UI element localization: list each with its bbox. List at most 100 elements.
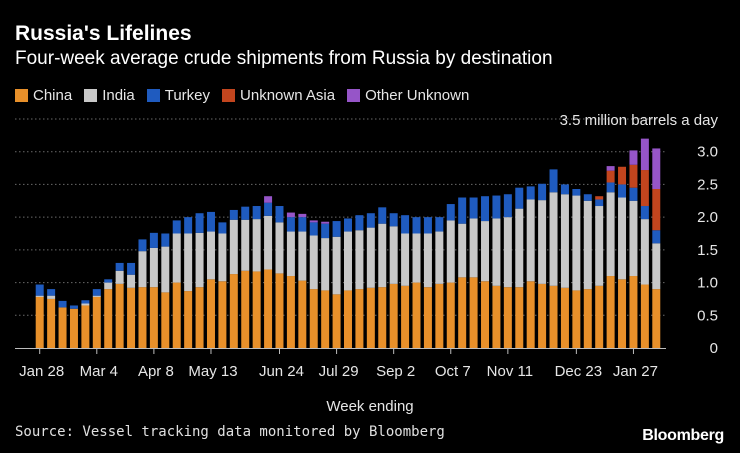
bar-segment-turkey [606,182,615,193]
bar-segment-china [184,291,193,348]
y-tick-label: 0 [710,340,718,357]
bar-segment-india [652,243,661,290]
bar-segment-china [252,271,261,348]
bar-segment-turkey [401,215,410,234]
bar-segment-turkey [560,184,569,195]
bar-segment-china [366,287,375,348]
legend-label-china: China [33,87,73,104]
bar-segment-india [606,192,615,277]
bar-segment-china [458,277,467,348]
bar-segment-india [481,221,490,282]
legend-swatch-turkey [146,89,160,102]
bar-segment-other-unknown [629,150,638,165]
bar-segment-turkey [640,206,649,220]
bar-segment-china [161,292,170,348]
bar-segment-turkey [138,239,147,252]
bar-segment-china [389,283,398,348]
bar-segment-india [138,251,147,288]
x-tick-label: Nov 11 [487,363,533,380]
bar-segment-india [218,233,227,282]
bar-segment-china [321,290,330,348]
bar-segment-india [503,217,512,288]
bar-segment-india [252,219,261,272]
bar-segment-china [218,281,227,348]
legend-item-turkey: Turkey [146,87,210,104]
bar-segment-china [595,285,604,348]
bar-segment-other-unknown [286,212,295,218]
bar-segment-turkey [355,215,364,231]
bar-segment-turkey [229,209,238,220]
bar-segment-china [492,285,501,348]
x-axis-title: Week ending [326,398,413,415]
bar-segment-turkey [47,289,56,296]
bar-segment-china [275,273,284,348]
bar-segment-india [127,274,136,288]
bar-segment-china [195,287,204,348]
bar-segment-turkey [526,186,535,200]
bar-segment-india [229,219,238,275]
bar-segment-china [115,283,124,348]
bar-segment-turkey [469,197,478,219]
bar-segment-india [172,233,181,283]
bars [35,138,661,348]
bar-segment-unknown-asia [652,189,661,231]
bar-segment-turkey [492,195,501,219]
bar-segment-india [446,220,455,283]
bar-segment-china [149,287,158,348]
bar-segment-india [344,231,352,291]
bar-segment-turkey [423,217,432,234]
legend-swatch-other-unknown [347,89,361,102]
bar-segment-india [572,195,581,291]
bar-segment-turkey [115,262,124,271]
bar-segment-china [127,287,136,348]
bar-segment-india [378,223,387,288]
bar-segment-china [469,277,478,348]
bar-segment-india [47,295,56,299]
bar-segment-india [184,233,193,292]
bar-segment-china [47,298,56,348]
bar-segment-turkey [629,187,638,201]
bar-segment-india [389,226,398,284]
bar-segment-china [35,296,44,348]
legend-item-unknown-asia: Unknown Asia [222,87,335,104]
bar-segment-turkey [481,196,490,222]
bar-segment-china [401,285,410,348]
x-tick-label: Jan 28 [19,363,64,380]
legend-label-india: India [102,87,135,104]
bar-segment-china [206,279,215,348]
bar-segment-unknown-asia [629,164,638,188]
legend-swatch-india [84,89,98,102]
bar-segment-turkey [92,289,101,296]
bar-segment-india [458,223,467,278]
bar-segment-india [161,246,170,293]
x-axis: Jan 28 Mar 4 Apr 8 May 13 Jun 24 Jul 29 Sep 2 O… [15,348,666,380]
bar-segment-turkey [298,217,307,232]
bar-segment-turkey [172,220,181,234]
bar-segment-turkey [35,284,44,296]
bar-segment-turkey [104,279,113,283]
bar-segment-china [92,296,101,348]
bar-segment-india [149,247,158,288]
source-note: Source: Vessel tracking data monitored b… [15,424,445,440]
bar-segment-india [640,219,649,285]
bar-segment-turkey [252,206,261,220]
bar-segment-turkey [549,169,558,193]
bar-segment-turkey [435,217,444,232]
x-tick-label: Mar 4 [80,363,118,380]
bar-segment-turkey [321,223,330,239]
bar-segment-china [606,276,615,348]
bar-segment-india [309,235,318,290]
x-tick-label: Oct 7 [435,363,471,380]
bar-segment-china [538,283,547,348]
bar-segment-china [344,290,352,348]
bar-segment-india [595,206,604,286]
bar-segment-china [515,287,524,348]
legend-item-other-unknown: Other Unknown [347,87,469,104]
x-tick-label: May 13 [188,363,237,380]
bar-segment-other-unknown [321,221,330,224]
bar-segment-india [92,295,101,297]
bar-segment-turkey [652,230,661,244]
bar-segment-china [652,289,661,348]
bar-segment-india [321,238,330,291]
bar-segment-india [618,197,627,280]
